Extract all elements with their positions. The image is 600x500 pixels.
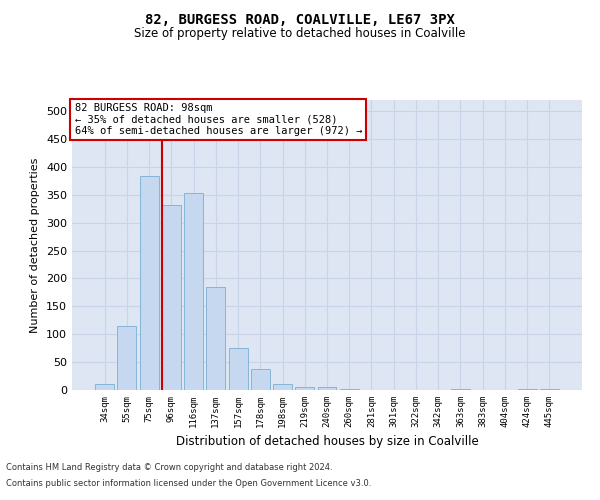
Bar bbox=[317, 387, 337, 390]
Bar bbox=[95, 384, 114, 390]
Text: 82, BURGESS ROAD, COALVILLE, LE67 3PX: 82, BURGESS ROAD, COALVILLE, LE67 3PX bbox=[145, 12, 455, 26]
Text: Size of property relative to detached houses in Coalville: Size of property relative to detached ho… bbox=[134, 28, 466, 40]
Bar bbox=[451, 389, 470, 390]
Bar bbox=[251, 369, 270, 390]
Text: Distribution of detached houses by size in Coalville: Distribution of detached houses by size … bbox=[176, 435, 478, 448]
Bar bbox=[140, 176, 158, 390]
Text: Contains HM Land Registry data © Crown copyright and database right 2024.: Contains HM Land Registry data © Crown c… bbox=[6, 464, 332, 472]
Bar bbox=[162, 205, 181, 390]
Bar bbox=[229, 348, 248, 390]
Bar bbox=[118, 326, 136, 390]
Bar bbox=[540, 389, 559, 390]
Bar bbox=[273, 384, 292, 390]
Y-axis label: Number of detached properties: Number of detached properties bbox=[31, 158, 40, 332]
Text: 82 BURGESS ROAD: 98sqm
← 35% of detached houses are smaller (528)
64% of semi-de: 82 BURGESS ROAD: 98sqm ← 35% of detached… bbox=[74, 103, 362, 136]
Bar bbox=[206, 287, 225, 390]
Bar bbox=[518, 389, 536, 390]
Bar bbox=[295, 386, 314, 390]
Text: Contains public sector information licensed under the Open Government Licence v3: Contains public sector information licen… bbox=[6, 478, 371, 488]
Bar bbox=[184, 192, 203, 390]
